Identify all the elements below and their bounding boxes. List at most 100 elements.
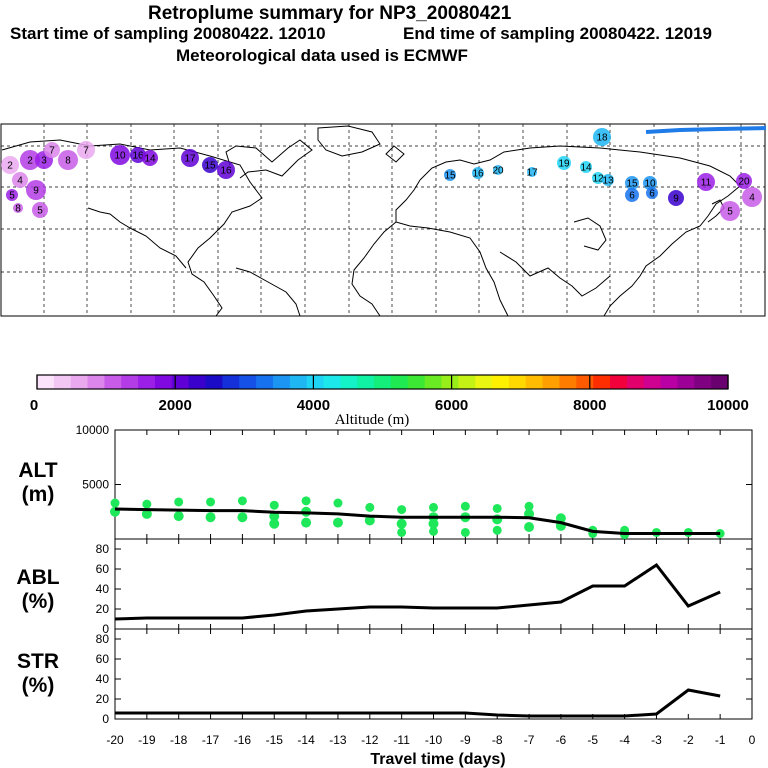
colorbar-swatch [340, 375, 358, 389]
alt-cluster-point [460, 527, 470, 537]
y-tick-label: 80 [96, 542, 110, 556]
alt-cluster-point [142, 499, 152, 509]
x-tick-label: -5 [587, 733, 598, 747]
alt-cluster-point [301, 496, 311, 506]
alt-cluster-point [365, 502, 375, 512]
plume-cluster-label: 20 [492, 166, 504, 177]
alt-cluster-point [364, 515, 375, 526]
x-tick-label: -18 [170, 733, 188, 747]
colorbar-swatch [188, 375, 207, 389]
x-tick-label: -7 [524, 733, 535, 747]
colorbar-tick-label: 2000 [159, 397, 192, 414]
colorbar-swatch [694, 375, 712, 389]
plume-cluster-marker [130, 147, 146, 163]
colorbar-swatch [37, 375, 55, 389]
alt-cluster-point [173, 511, 184, 522]
plume-cluster-marker [580, 161, 592, 173]
x-tick-label: -12 [361, 733, 379, 747]
y-tick-label: 40 [96, 582, 110, 596]
plume-cluster-label: 16 [472, 169, 484, 180]
alt-cluster-point [110, 498, 120, 508]
alt-median-line [114, 507, 721, 536]
plume-cluster-marker [493, 165, 503, 175]
colorbar-swatch [610, 375, 628, 389]
plume-cluster-marker [44, 142, 60, 158]
plume-cluster-label: 6 [649, 189, 655, 200]
plume-cluster-label: 2 [27, 156, 33, 167]
abl-frame [114, 538, 753, 630]
x-tick-label: -6 [556, 733, 567, 747]
alt-cluster-point [205, 512, 216, 523]
x-axis-label: Travel time (days) [370, 751, 505, 768]
colorbar-swatch [525, 375, 544, 389]
plume-cluster-marker [697, 173, 715, 191]
colorbar-swatch [121, 375, 139, 389]
colorbar-swatch [138, 375, 156, 389]
plume-cluster-marker [26, 180, 46, 200]
str-panel: STR (%) [17, 628, 753, 720]
colorbar-swatch [53, 375, 72, 389]
colorbar-swatch [222, 375, 240, 389]
colorbar-swatch [677, 375, 695, 389]
altitude-colorbar: 0 2000 4000 6000 8000 10000 Altitude (m) [30, 374, 749, 428]
x-tick-label: -8 [492, 733, 503, 747]
alt-cluster-point [174, 497, 184, 507]
colorbar-swatch [711, 375, 729, 389]
plume-cluster-marker [646, 187, 658, 199]
plume-cluster-label: 10 [114, 151, 126, 162]
colorbar-swatch [239, 375, 257, 389]
alt-cluster-point [429, 526, 438, 536]
plume-track-north [645, 126, 767, 134]
plume-cluster-marker [110, 145, 130, 165]
plume-cluster-label: 14 [580, 163, 592, 174]
y-tick-label: 40 [96, 672, 110, 686]
colorbar-tick-label: 10000 [707, 397, 749, 414]
colorbar-swatch [357, 375, 375, 389]
plume-cluster-label: 20 [738, 177, 750, 188]
plume-cluster-label: 17 [184, 154, 196, 165]
sampling-times: Start time of sampling 20080422. 12010 E… [10, 24, 768, 44]
plume-cluster-marker [202, 157, 218, 173]
y-tick-label: 20 [96, 602, 110, 616]
plume-cluster-marker [58, 150, 78, 170]
colorbar-swatch [323, 375, 341, 389]
alt-cluster-point [333, 498, 343, 508]
plume-cluster-label: 15 [626, 179, 638, 190]
colorbar-swatch [559, 375, 577, 389]
alt-cluster-point [269, 518, 280, 529]
colorbar-tick-label: 0 [30, 397, 38, 414]
colorbar-swatch [593, 375, 611, 389]
plume-cluster-label: 4 [17, 176, 23, 187]
plume-cluster-label: 9 [673, 194, 679, 205]
met-data-label: Meteorological data used is ECMWF [176, 46, 468, 65]
plume-cluster-label: 15 [444, 171, 456, 182]
plume-cluster-label: 3 [41, 156, 47, 167]
plume-cluster-marker [720, 201, 740, 221]
plume-cluster-marker [527, 167, 537, 177]
x-tick-label: -17 [202, 733, 220, 747]
alt-cluster-point [429, 502, 438, 512]
plume-cluster-marker [13, 203, 23, 213]
alt-cluster-point [524, 522, 535, 533]
colorbar-swatch [87, 375, 106, 389]
colorbar-swatch [272, 375, 291, 389]
plume-cluster-label: 15 [204, 161, 216, 172]
plume-cluster-label: 4 [749, 193, 755, 204]
x-tick-label: 0 [749, 733, 756, 747]
plume-cluster-label: 17 [526, 168, 538, 179]
alt-cluster-point [524, 501, 534, 511]
plume-cluster-marker [736, 173, 752, 189]
plume-cluster-label: 13 [602, 176, 614, 187]
str-frame [114, 628, 753, 720]
plume-cluster-label: 16 [132, 151, 144, 162]
plume-cluster-marker [142, 150, 158, 166]
y-tick-label: 60 [96, 562, 110, 576]
x-tick-label: -2 [683, 733, 694, 747]
plume-cluster-marker [77, 141, 95, 159]
plume-cluster-marker [625, 176, 639, 190]
start-time-label: Start time of sampling 20080422. 12010 [10, 24, 326, 43]
plume-cluster-marker [668, 190, 684, 206]
colorbar-swatch [441, 375, 459, 389]
